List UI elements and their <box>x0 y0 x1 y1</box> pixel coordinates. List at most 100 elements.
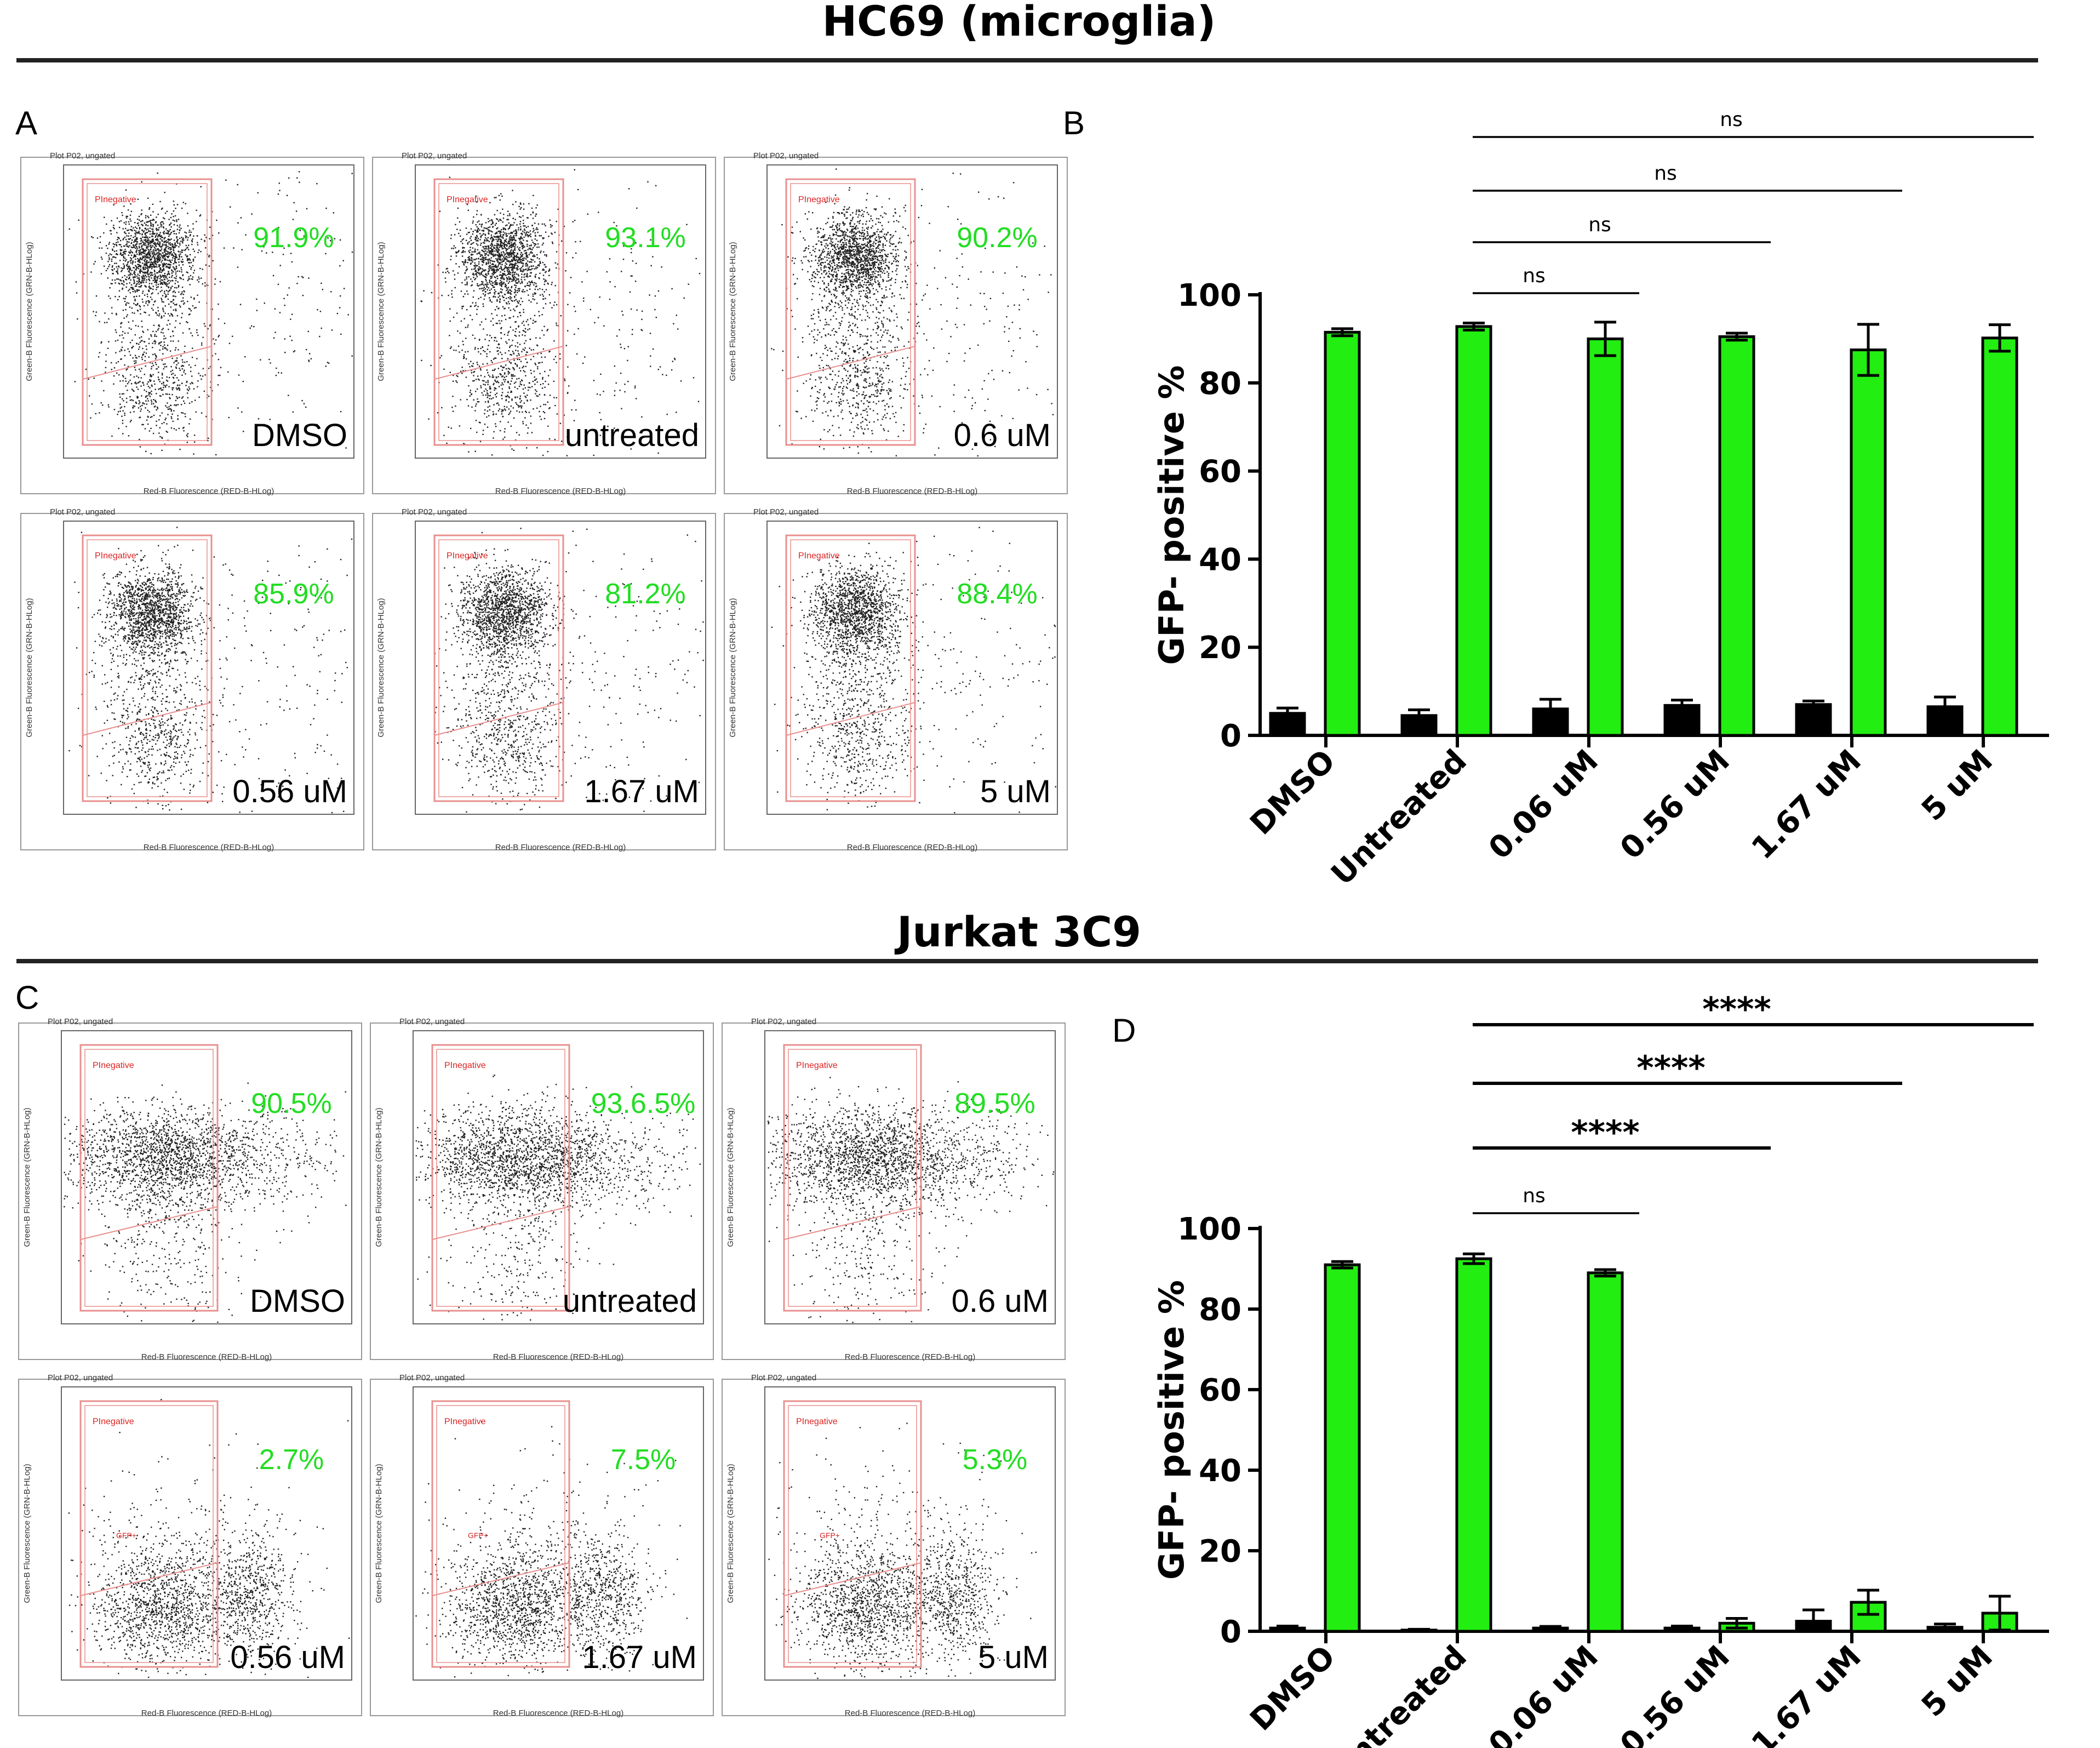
error-bar <box>1803 1608 1824 1633</box>
gfp-percent-label: 85.9% <box>253 578 334 610</box>
bar-green <box>1587 337 1624 737</box>
pi-negative-gate <box>79 1044 219 1312</box>
flow-plot-header: Plot P02, ungated <box>751 1017 816 1026</box>
flow-x-axis-label: Red-B Fluorescence (RED-B-HLog) <box>141 1709 272 1718</box>
flow-y-axis-label: Green-B Fluorescence (GRN-B-HLog) <box>728 242 737 381</box>
y-axis-label: GFP- positive % <box>1152 1280 1192 1580</box>
treatment-label: 0.56 uM <box>230 1640 345 1675</box>
y-tick-label: 0 <box>1220 1614 1241 1650</box>
significance-label: ns <box>1720 108 1743 131</box>
pi-negative-gate <box>433 534 564 802</box>
flow-plot-header: Plot P02, ungated <box>48 1373 113 1383</box>
y-tick-label: 100 <box>1177 278 1241 313</box>
error-bar <box>1331 1260 1353 1270</box>
header-jurkat: Jurkat 3C9 <box>0 907 2038 956</box>
gfp-percent-label: 2.7% <box>259 1444 324 1476</box>
gate-label: PInegative <box>444 1061 486 1070</box>
treatment-label: untreated <box>563 1283 697 1319</box>
gfp-percent-label: 81.2% <box>605 578 685 610</box>
flow-plot: Plot P02, ungated Red-B Fluorescence (RED… <box>370 1017 714 1362</box>
x-tick-label: Untreated <box>1324 1639 1473 1748</box>
gate-label: PInegative <box>447 551 488 561</box>
treatment-label: untreated <box>565 418 699 453</box>
flow-y-axis-label: Green-B Fluorescence (GRN-B-HLog) <box>374 1107 384 1247</box>
flow-dot-cloud <box>415 1421 688 1678</box>
flow-plot: Plot P02, ungated Red-B Fluorescence (RED… <box>20 507 364 852</box>
gfp-percent-label: 89.5% <box>954 1088 1035 1119</box>
error-bar <box>1408 708 1430 723</box>
error-bar <box>1989 1595 2011 1632</box>
gfp-gate-line <box>783 1562 922 1596</box>
flow-plot: Plot P02, ungated Red-B Fluorescence (RED… <box>20 151 364 496</box>
significance-label: **** <box>1636 1049 1706 1087</box>
gate-label: PInegative <box>798 551 840 561</box>
bar-green <box>1455 325 1492 737</box>
flow-x-axis-label: Red-B Fluorescence (RED-B-HLog) <box>845 1352 975 1362</box>
treatment-label: 5 uM <box>978 1640 1049 1675</box>
treatment-label: 5 uM <box>980 774 1051 809</box>
flow-plot: Plot P02, ungated Red-B Fluorescence (RED… <box>724 151 1068 496</box>
x-tick-label: DMSO <box>1243 1639 1342 1738</box>
panel-d-bar-chart: 0 20 40 60 80 100 GFP- positive % DMSOUntreated… <box>1152 990 2049 1748</box>
treatment-label: DMSO <box>250 1283 345 1319</box>
x-tick-label: 0.56 uM <box>1613 1639 1737 1748</box>
flow-plot: Plot P02, ungated Red-B Fluorescence (RED… <box>372 507 716 852</box>
gfp-label: GFP+ <box>468 1531 488 1540</box>
panel-label-d: D <box>1112 1012 1136 1049</box>
flow-x-axis-label: Red-B Fluorescence (RED-B-HLog) <box>493 1352 623 1362</box>
flow-y-axis-label: Green-B Fluorescence (GRN-B-HLog) <box>22 1464 32 1603</box>
gate-label: PInegative <box>796 1061 838 1070</box>
gfp-gate-line <box>434 346 564 380</box>
error-bar <box>1594 1268 1616 1278</box>
flow-plot-header: Plot P02, ungated <box>50 507 115 517</box>
gfp-gate-line <box>432 1206 570 1240</box>
flow-plot-header: Plot P02, ungated <box>399 1017 465 1026</box>
flow-y-axis-label: Green-B Fluorescence (GRN-B-HLog) <box>726 1107 735 1247</box>
error-bar <box>1671 1624 1693 1632</box>
flow-dot-cloud <box>68 527 353 814</box>
gate-label: PInegative <box>444 1417 486 1426</box>
gfp-gate-line <box>80 1206 218 1240</box>
gfp-gate-line <box>82 702 212 736</box>
gate-label: PInegative <box>93 1417 134 1426</box>
y-tick-label: 60 <box>1199 454 1241 490</box>
significance-label: ns <box>1654 162 1677 185</box>
y-tick-label: 20 <box>1199 1534 1241 1569</box>
y-axis-label: GFP- positive % <box>1152 365 1192 665</box>
flow-x-axis-label: Red-B Fluorescence (RED-B-HLog) <box>141 1352 272 1362</box>
flow-x-axis-label: Red-B Fluorescence (RED-B-HLog) <box>845 1709 975 1718</box>
treatment-label: 0.56 uM <box>232 774 347 809</box>
pi-negative-gate <box>783 1400 922 1668</box>
flow-plot: Plot P02, ungated Red-B Fluorescence (RED… <box>722 1373 1066 1718</box>
flow-plot-header: Plot P02, ungated <box>399 1373 465 1383</box>
treatment-label: 1.67 uM <box>584 774 699 809</box>
x-tick-label: 5 uM <box>1915 1639 2000 1724</box>
flow-dot-cloud <box>771 527 1056 814</box>
bar-green <box>1455 1257 1492 1633</box>
gfp-percent-label: 90.5% <box>251 1088 331 1119</box>
flow-plot: Plot P02, ungated Red-B Fluorescence (RED… <box>370 1373 714 1718</box>
flow-plot: Plot P02, ungated Red-B Fluorescence (RED… <box>724 507 1068 852</box>
flow-y-axis-label: Green-B Fluorescence (GRN-B-HLog) <box>726 1464 735 1603</box>
gfp-label: GFP+ <box>820 1531 840 1540</box>
flow-y-axis-label: Green-B Fluorescence (GRN-B-HLog) <box>728 598 737 737</box>
pi-negative-gate <box>433 178 564 446</box>
gfp-gate-line <box>786 702 915 736</box>
gfp-percent-label: 5.3% <box>963 1444 1028 1476</box>
gate-label: PInegative <box>447 195 488 204</box>
flow-plot-header: Plot P02, ungated <box>50 151 115 161</box>
y-tick-label: 100 <box>1177 1212 1241 1247</box>
gfp-gate-line <box>783 1206 922 1240</box>
y-tick-label: 0 <box>1220 718 1241 754</box>
flow-plot: Plot P02, ungated Red-B Fluorescence (RED… <box>18 1373 362 1718</box>
x-tick-label: 0.06 uM <box>1482 1639 1605 1748</box>
gate-label: PInegative <box>93 1061 134 1070</box>
flow-x-axis-label: Red-B Fluorescence (RED-B-HLog) <box>495 487 626 496</box>
pi-negative-gate <box>82 534 213 802</box>
pi-negative-gate <box>82 178 213 446</box>
error-bar <box>1803 699 1824 710</box>
treatment-label: 0.6 uM <box>952 1283 1049 1319</box>
treatment-label: 0.6 uM <box>954 418 1051 453</box>
error-bar <box>1726 1616 1748 1630</box>
pi-negative-gate <box>785 534 916 802</box>
